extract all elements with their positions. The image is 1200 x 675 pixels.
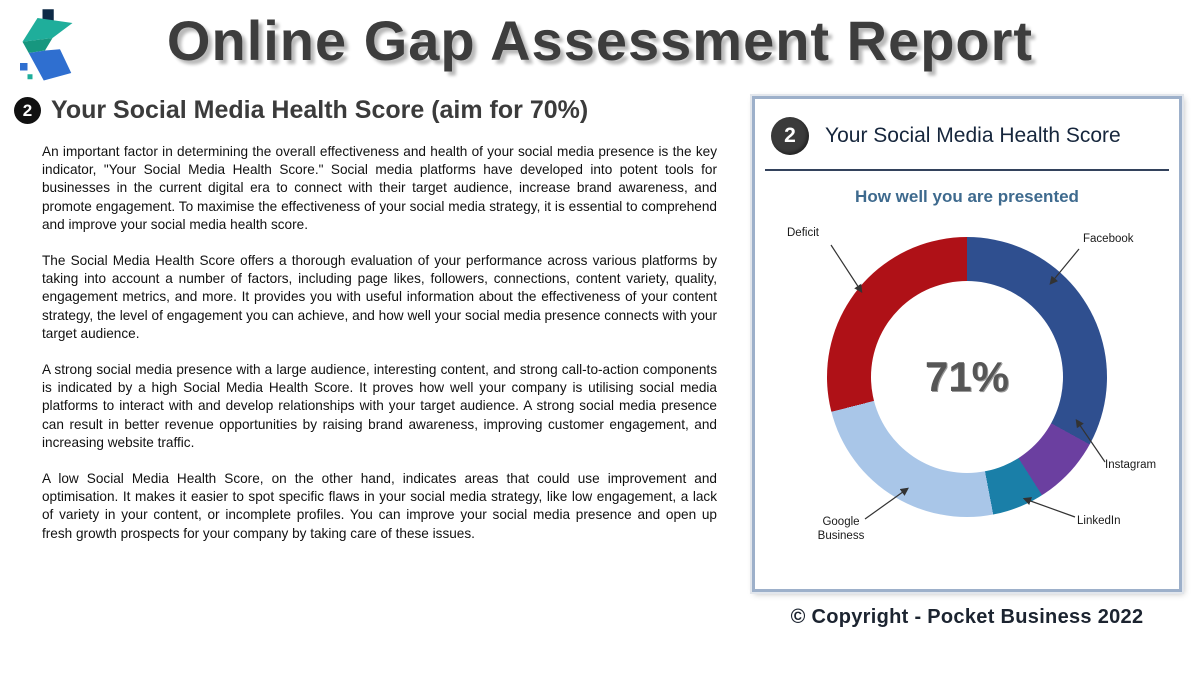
leader-lines xyxy=(830,244,1106,520)
section-title: Your Social Media Health Score (aim for … xyxy=(51,96,589,124)
section-number-badge: 2 xyxy=(14,97,41,124)
section-paragraphs: An important factor in determining the o… xyxy=(12,143,717,543)
paragraph: A low Social Media Health Score, on the … xyxy=(42,471,717,541)
chart-label-deficit: Deficit xyxy=(787,227,819,239)
pocket-business-logo-icon xyxy=(20,9,73,81)
chart-label-facebook: Facebook xyxy=(1083,233,1134,245)
chart-label-linkedin: LinkedIn xyxy=(1077,515,1121,527)
paragraph: A strong social media presence with a la… xyxy=(42,362,717,450)
page-title: Online Gap Assessment Report xyxy=(166,9,1034,72)
report-header: Online Gap Assessment Report xyxy=(0,0,1200,96)
card-title: Your Social Media Health Score xyxy=(825,124,1121,147)
score-card: 2 Your Social Media Health Score How wel… xyxy=(752,96,1182,592)
card-number-badge: 2 xyxy=(771,117,809,155)
chart-label-instagram: Instagram xyxy=(1105,459,1157,471)
paragraph: An important factor in determining the o… xyxy=(42,144,717,232)
donut-hole: 71% xyxy=(871,281,1063,473)
chart-label-google-business: Google Business xyxy=(817,516,865,543)
copyright-line: © Copyright - Pocket Business 2022 xyxy=(790,606,1144,628)
score-center-label: 71% xyxy=(924,353,1010,400)
card-header: 2 Your Social Media Health Score xyxy=(765,107,1169,171)
chart-column: 2 Your Social Media Health Score How wel… xyxy=(752,96,1182,629)
chart-subtitle: How well you are presented xyxy=(855,187,1079,206)
donut-chart: 71% Deficit Facebook xyxy=(765,219,1169,563)
text-section: 2 Your Social Media Health Score (aim fo… xyxy=(12,96,727,561)
section-heading: 2 Your Social Media Health Score (aim fo… xyxy=(12,96,727,125)
donut-ring: 71% xyxy=(827,237,1107,517)
paragraph: The Social Media Health Score offers a t… xyxy=(42,253,717,341)
